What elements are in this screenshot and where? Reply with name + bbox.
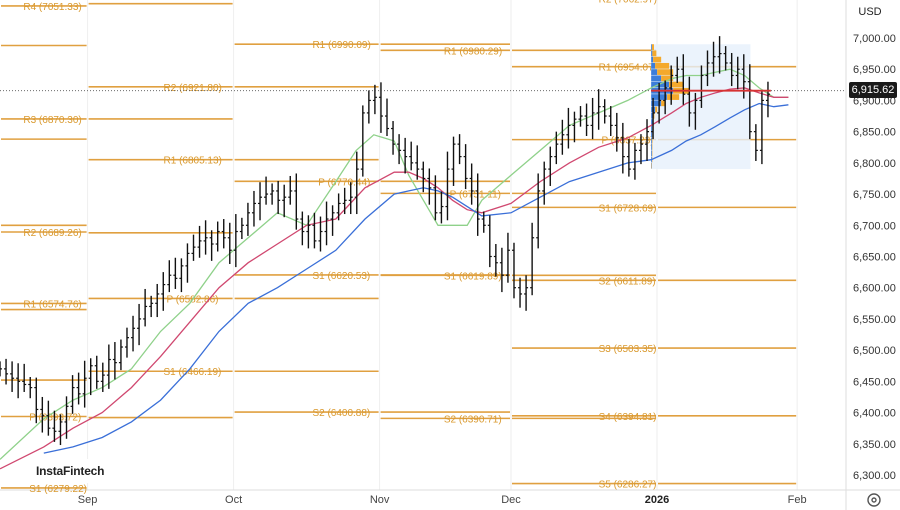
y-tick-label: 6,300.00 [853,470,896,482]
pivot-label: R1 (6980.29) [444,46,502,57]
y-tick-label: 6,900.00 [853,95,896,107]
pivot-label: R1 (6805.13) [164,156,222,167]
volume-bar-up [651,81,670,88]
x-tick-label: Nov [370,494,390,506]
volume-bar-up [651,150,652,157]
pivot-label: P (6751.11) [450,189,501,200]
volume-bar-down [669,81,684,88]
y-tick-label: 6,450.00 [853,376,896,388]
pivot-label: R1 (6574.76) [23,299,81,310]
pivot-label: P (6393.72) [29,412,81,423]
y-tick-label: 6,950.00 [853,64,896,76]
y-tick-label: 6,750.00 [853,189,896,201]
y-tick-label: 6,700.00 [853,220,896,232]
pivot-label: R1 (6954.07) [599,63,657,74]
pivot-label: S1 (6279.22) [29,484,87,495]
pivot-label: S3 (6503.35) [599,344,657,355]
y-tick-label: 6,550.00 [853,314,896,326]
volume-bar-up [651,75,662,82]
y-tick-label: 6,850.00 [853,127,896,139]
x-tick-label: Dec [501,494,521,506]
volume-bar-up [651,119,653,125]
price-bars [0,36,770,446]
volume-bar-up [651,56,654,63]
volume-bar-down [655,106,658,113]
pivot-label: S2 (6611.89) [599,276,656,287]
pivot-label: S1 (6728.69) [599,203,657,214]
volume-bar-down [667,94,680,100]
pivot-label: S1 (6620.53) [312,271,370,282]
pivot-label: P (6837.23) [602,136,654,147]
pivot-label: S4 (6394.81) [599,412,657,423]
pivot-label: S2 (6400.88) [312,408,370,419]
pivot-label: R4 (7051.33) [23,2,81,13]
x-tick-label: Sep [78,494,98,506]
x-tick-label: 2026 [645,494,669,506]
y-tick-label: 6,600.00 [853,283,896,295]
brand-logo: InstaFintech [30,459,136,483]
last-price-badge: 6,915.62 [849,82,897,98]
volume-bar-up [651,62,656,69]
x-axis: Sep Oct Nov Dec 2026 Feb [78,494,807,506]
pivot-label: S5 (6286.27) [599,480,657,491]
pivot-label: P (6770.44) [318,177,370,188]
volume-bar-up [651,125,653,132]
pivot-label: R2 (6689.26) [23,228,81,239]
settings-icon[interactable] [866,492,882,508]
y-tick-label: 6,650.00 [853,252,896,264]
pivot-label: S2 (6390.71) [444,414,502,425]
y-axis: 7,000.00 6,950.00 6,900.00 6,850.00 6,800.00… [853,33,896,482]
y-tick-label: 6,350.00 [853,439,896,451]
pivot-label: S1 (6619.89) [444,271,502,282]
volume-bar-up [651,144,652,150]
volume-bar-down [653,56,662,63]
volume-bar-up [651,131,653,138]
pivot-label: R2 (7062.97) [599,0,657,6]
currency-selector[interactable]: USD [848,2,892,22]
y-tick-label: 6,500.00 [853,345,896,357]
x-tick-label: Feb [788,494,807,506]
series-line-ma_slow [43,102,789,454]
x-tick-label: Oct [225,494,242,506]
volume-bar-down [657,69,674,75]
volume-bar-down [661,75,674,82]
pivot-label: R1 (6990.09) [312,40,370,51]
volume-bar-up [651,112,654,119]
y-tick-label: 6,800.00 [853,158,896,170]
y-tick-label: 7,000.00 [853,33,896,45]
pivot-label: R3 (6870.30) [23,115,81,126]
pivot-label: R2 (6921.80) [164,83,222,94]
series-line-ma_mid [0,87,789,470]
volume-bar-down [651,44,654,50]
volume-bar-down [652,50,657,57]
volume-bar-up [651,44,652,50]
volume-bar-down [661,100,666,107]
y-tick-label: 6,400.00 [853,408,896,420]
pivot-label: S1 (6466.19) [164,367,222,378]
volume-bar-down [655,62,670,69]
volume-bar-up [651,137,652,144]
volume-bar-up [651,50,653,57]
volume-bar-up [651,100,662,107]
volume-bar-up [651,69,658,75]
